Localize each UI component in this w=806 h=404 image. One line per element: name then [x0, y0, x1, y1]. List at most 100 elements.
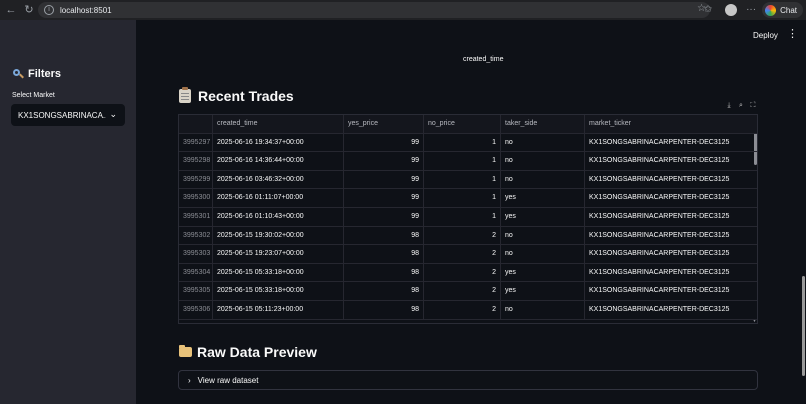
table-cell[interactable]: 98 [344, 301, 424, 319]
table-cell[interactable]: no [501, 301, 585, 319]
table-cell[interactable]: 2025-06-16 01:10:43+00:00 [213, 208, 344, 226]
table-cell[interactable]: 2025-06-15 05:33:18+00:00 [213, 282, 344, 300]
table-cell[interactable]: 99 [344, 133, 424, 152]
table-row[interactable]: 3995304 2025-06-15 05:33:18+00:00 98 2 yes KX… [179, 263, 757, 283]
table-cell[interactable]: 2 [424, 245, 501, 263]
table-cell[interactable]: 99 [344, 152, 424, 170]
table-cell[interactable]: yes [501, 282, 585, 300]
table-cell[interactable]: no [501, 133, 585, 152]
table-cell[interactable]: 99 [344, 189, 424, 207]
table-cell[interactable]: KX1SONGSABRINACARPENTER-DEC3125 [589, 157, 730, 165]
back-icon[interactable]: ← [5, 4, 17, 16]
table-cell[interactable]: 2025-06-15 05:11:23+00:00 [213, 301, 344, 319]
table-cell[interactable]: 98 [344, 282, 424, 300]
table-row[interactable]: 3995302 2025-06-15 19:30:02+00:00 98 2 no KX1… [179, 226, 757, 246]
bookmark-star-icon[interactable]: ☆ [697, 3, 706, 14]
raw-preview-heading: Raw Data Preview [179, 344, 317, 360]
row-index[interactable]: 3995305 [179, 282, 213, 300]
main-menu-icon[interactable]: ⋮ [787, 28, 798, 40]
browser-toolbar: ← ↻ i localhost:8501 ☆ ✩ ··· Chat [0, 0, 806, 20]
table-cell[interactable]: 1 [424, 152, 501, 170]
table-row[interactable]: 3995306 2025-06-15 05:11:23+00:00 98 2 no KX1… [179, 301, 757, 320]
table-row[interactable]: 3995297 2025-06-16 19:34:37+00:00 99 1 no KX1… [179, 133, 757, 153]
table-cell[interactable]: 2 [424, 226, 501, 245]
table-cell[interactable]: 2025-06-16 03:46:32+00:00 [213, 170, 344, 189]
table-cell[interactable]: yes [501, 263, 585, 282]
row-index[interactable]: 3995300 [179, 189, 213, 207]
column-header[interactable]: market_ticker [589, 120, 632, 127]
table-cell[interactable]: KX1SONGSABRINACARPENTER-DEC3125 [589, 231, 730, 239]
table-row[interactable]: 3995301 2025-06-16 01:10:43+00:00 99 1 yes KX… [179, 208, 757, 227]
table-cell[interactable]: 99 [344, 170, 424, 189]
table-row[interactable]: 3995303 2025-06-15 19:23:07+00:00 98 2 no KX1… [179, 245, 757, 264]
row-index[interactable]: 3995302 [179, 226, 213, 245]
column-header[interactable]: created_time [213, 115, 344, 133]
more-menu-icon[interactable]: ··· [746, 4, 757, 15]
address-bar[interactable]: i localhost:8501 ☆ [38, 2, 710, 18]
column-header[interactable]: taker_side [501, 115, 585, 133]
table-cell[interactable]: KX1SONGSABRINACARPENTER-DEC3125 [589, 213, 730, 220]
table-cell[interactable]: 2025-06-16 01:11:07+00:00 [213, 189, 344, 207]
table-cell[interactable]: KX1SONGSABRINACARPENTER-DEC3125 [589, 138, 730, 146]
table-cell[interactable]: 2025-06-15 05:33:18+00:00 [213, 263, 344, 282]
row-index[interactable]: 3995298 [179, 152, 213, 170]
table-scrollbar[interactable] [754, 121, 757, 165]
table-cell[interactable]: KX1SONGSABRINACARPENTER-DEC3125 [589, 268, 730, 276]
raw-dataset-expander[interactable]: › View raw dataset [178, 370, 758, 390]
table-row[interactable]: 3995299 2025-06-16 03:46:32+00:00 99 1 no KX1… [179, 170, 757, 190]
table-scroll-down-icon[interactable]: ▼ [752, 318, 757, 324]
table-cell[interactable]: 2025-06-15 19:30:02+00:00 [213, 226, 344, 245]
table-cell[interactable]: 2025-06-15 19:23:07+00:00 [213, 245, 344, 263]
market-select[interactable]: KX1SONGSABRINACA... ⌄ [11, 104, 125, 126]
table-cell[interactable]: no [501, 226, 585, 245]
table-cell[interactable]: yes [501, 208, 585, 226]
table-cell[interactable]: no [501, 170, 585, 189]
row-index[interactable]: 3995303 [179, 245, 213, 263]
table-cell[interactable]: 1 [424, 133, 501, 152]
table-cell[interactable]: 98 [344, 245, 424, 263]
download-icon[interactable]: ⤓ [727, 102, 731, 109]
table-cell[interactable]: KX1SONGSABRINACARPENTER-DEC3125 [589, 287, 730, 295]
table-cell[interactable]: 2 [424, 263, 501, 282]
table-cell[interactable]: KX1SONGSABRINACARPENTER-DEC3125 [589, 250, 730, 258]
fullscreen-icon[interactable]: ⛶ [750, 102, 756, 109]
row-index[interactable]: 3995304 [179, 263, 213, 282]
table-cell[interactable]: 98 [344, 226, 424, 245]
reload-icon[interactable]: ↻ [24, 4, 34, 16]
table-cell[interactable]: KX1SONGSABRINACARPENTER-DEC3125 [589, 194, 730, 202]
column-header[interactable] [179, 115, 213, 133]
table-cell[interactable]: 1 [424, 208, 501, 226]
table-cell[interactable]: KX1SONGSABRINACARPENTER-DEC3125 [589, 175, 730, 183]
page-scrollbar[interactable] [802, 276, 805, 376]
table-row[interactable]: 3995298 2025-06-16 14:36:44+00:00 99 1 no KX1… [179, 152, 757, 171]
filters-title: Filters [28, 68, 62, 80]
row-index[interactable]: 3995299 [179, 170, 213, 189]
table-cell[interactable]: 98 [344, 263, 424, 282]
table-cell[interactable]: KX1SONGSABRINACARPENTER-DEC3125 [589, 306, 730, 313]
table-cell[interactable]: 2 [424, 282, 501, 300]
row-index[interactable]: 3995306 [179, 301, 213, 319]
row-index[interactable]: 3995297 [179, 133, 213, 152]
table-cell[interactable]: 1 [424, 189, 501, 207]
site-info-icon[interactable]: i [44, 5, 54, 15]
trades-table[interactable]: ▲ ▼ created_timeyes_priceno_pricetaker_s… [178, 114, 758, 324]
table-row[interactable]: 3995300 2025-06-16 01:11:07+00:00 99 1 yes KX… [179, 189, 757, 208]
table-cell[interactable]: no [501, 152, 585, 170]
table-cell[interactable]: 2 [424, 301, 501, 319]
column-header[interactable]: yes_price [344, 115, 424, 133]
table-cell[interactable]: 1 [424, 170, 501, 189]
table-row[interactable]: 3995305 2025-06-15 05:33:18+00:00 98 2 yes KX… [179, 282, 757, 301]
table-cell[interactable]: no [501, 245, 585, 263]
search-icon[interactable]: ⌕ [739, 102, 743, 109]
extensions-icon[interactable]: ✩ [703, 4, 713, 15]
table-cell[interactable]: 2025-06-16 19:34:37+00:00 [213, 133, 344, 152]
chevron-down-icon: ⌄ [109, 109, 117, 119]
row-index[interactable]: 3995301 [179, 208, 213, 226]
deploy-button[interactable]: Deploy [753, 31, 778, 40]
profile-avatar[interactable] [725, 4, 738, 16]
chat-button[interactable]: Chat [762, 2, 803, 18]
column-header[interactable]: no_price [424, 115, 501, 133]
table-cell[interactable]: 2025-06-16 14:36:44+00:00 [213, 152, 344, 170]
table-cell[interactable]: yes [501, 189, 585, 207]
table-cell[interactable]: 99 [344, 208, 424, 226]
